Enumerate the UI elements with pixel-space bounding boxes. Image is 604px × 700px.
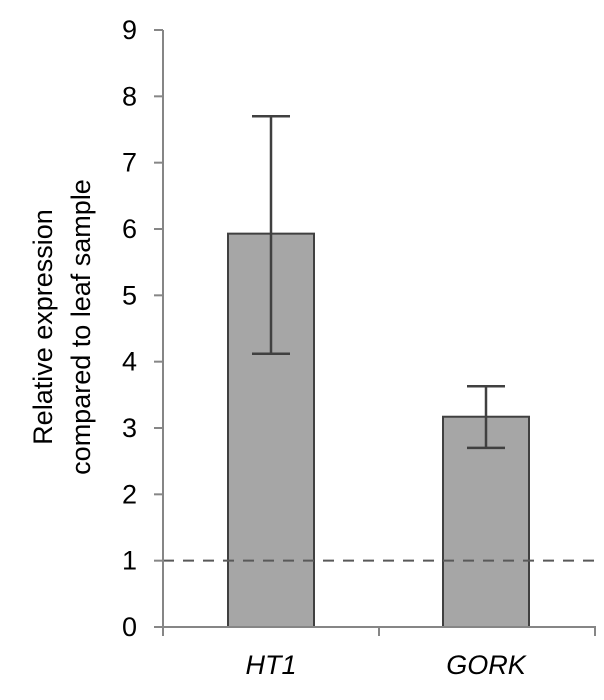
error-bar-gork [467, 384, 505, 450]
y-tick-label: 1 [122, 546, 137, 576]
error-bar-ht1 [252, 114, 290, 355]
x-category-label-gork: GORK [446, 650, 527, 680]
y-tick-label: 8 [122, 81, 137, 111]
y-axis-title: Relative expression compared to leaf samp… [28, 179, 96, 475]
bars [227, 114, 530, 628]
axes [162, 30, 596, 636]
y-tick-label: 3 [122, 413, 137, 443]
y-axis-ticks: 0 1 2 3 4 5 6 7 8 9 [122, 15, 163, 642]
y-tick-label: 4 [122, 347, 137, 377]
y-axis-title-line-2: compared to leaf sample [66, 179, 96, 475]
y-tick-label: 5 [122, 280, 137, 310]
y-tick-label: 7 [122, 148, 137, 178]
x-axis-labels: HT1 GORK [245, 650, 526, 680]
y-tick-label: 9 [122, 15, 137, 45]
y-tick-label: 2 [122, 479, 137, 509]
x-category-label-ht1: HT1 [245, 650, 296, 680]
y-tick-label: 6 [122, 214, 137, 244]
y-axis-title-line-1: Relative expression [28, 209, 58, 445]
y-tick-label: 0 [122, 612, 137, 642]
